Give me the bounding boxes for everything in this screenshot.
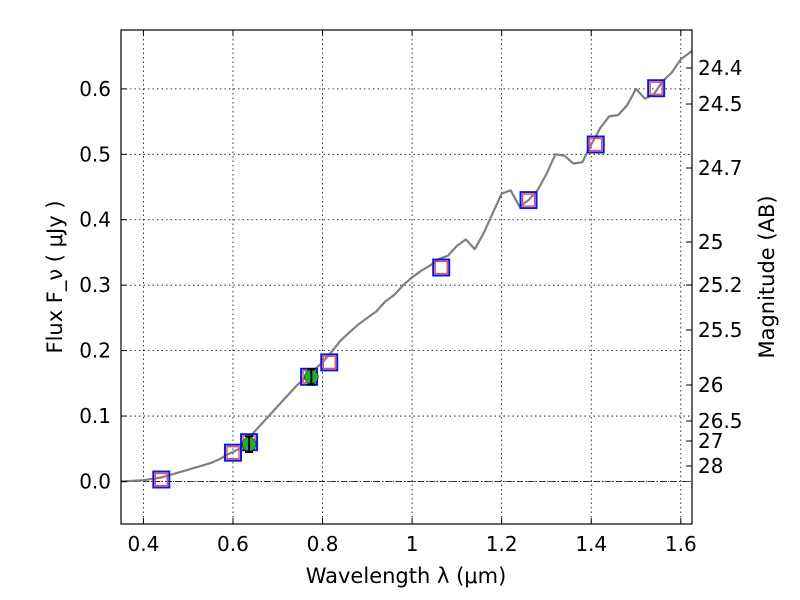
x-tick-label: 1.6 [665,532,697,556]
model-photometry-point [154,472,169,487]
y-axis-right-title: Magnitude (AB) [755,195,779,358]
x-tick-label: 0.4 [127,532,159,556]
right-tick-label: 24.7 [698,156,743,180]
model-photometry-point [434,260,448,275]
plot-area [120,50,693,489]
band-marker [586,135,605,154]
band-marker [432,258,451,277]
x-axis-title: Wavelength λ (μm) [306,564,507,588]
x-tick-label: 1.4 [575,532,607,556]
y-tick-label: 0.2 [79,339,111,363]
axis-ticks: 0.4 0.6 0.8 1 1.2 1.4 1.6 0.0 0.1 0.2 0.3 0.4 0.5 0.6… [79,30,743,556]
right-tick-label: 27 [698,429,723,453]
grid-lines [121,30,692,524]
y-tick-label: 0.5 [79,142,111,166]
plot-frame [120,29,693,525]
model-photometry-point [322,355,336,370]
right-tick-label: 25 [698,230,723,254]
band-marker [152,470,171,489]
band-marker [223,443,242,462]
model-photometry-point [589,137,603,152]
y-tick-label: 0.0 [79,469,111,493]
y-tick-label: 0.1 [79,404,111,428]
y-tick-label: 0.3 [79,273,111,297]
spectrum-line [120,50,693,483]
x-tick-label: 1.2 [486,532,518,556]
model-photometry-point [649,81,663,95]
right-tick-label: 24.4 [698,56,743,80]
right-tick-label: 25.2 [698,273,743,297]
y-tick-label: 0.4 [79,208,111,232]
y-axis-title: Flux F_ν ( μJy ) [43,200,68,353]
x-tick-label: 0.6 [217,532,249,556]
model-photometry-point [226,445,240,460]
right-tick-label: 24.5 [698,92,743,116]
right-tick-label: 26 [698,373,723,397]
right-tick-label: 28 [698,454,723,478]
right-tick-label: 26.5 [698,409,743,433]
y-tick-label: 0.6 [79,77,111,101]
x-tick-label: 1 [406,532,419,556]
model-photometry-point [521,193,536,207]
band-marker [320,353,339,372]
band-marker [647,79,666,98]
band-marker [519,191,538,210]
right-tick-label: 25.5 [698,318,743,342]
x-tick-label: 0.8 [307,532,339,556]
